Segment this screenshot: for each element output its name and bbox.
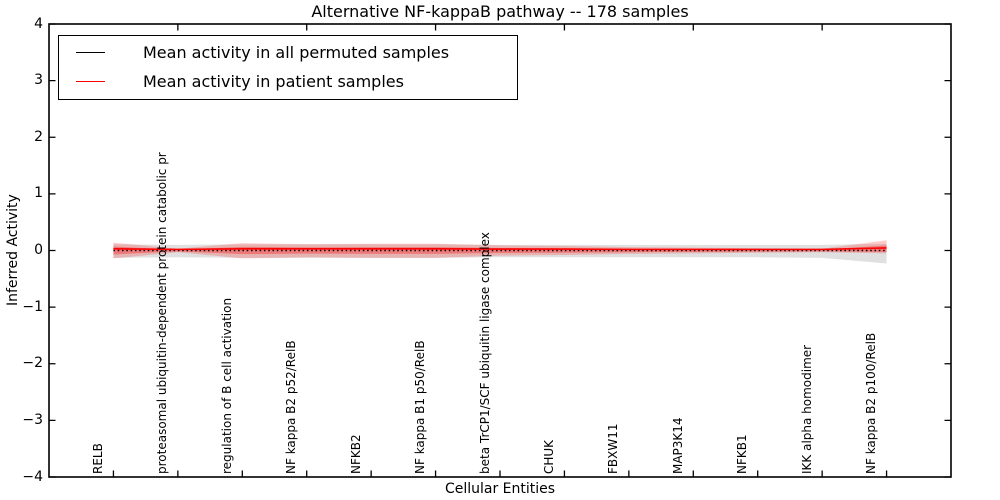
y-tick-label: 0	[34, 242, 43, 258]
x-tick-label: MAP3K14	[670, 417, 685, 474]
legend: Mean activity in all permuted samples Me…	[58, 35, 518, 100]
x-tick-label: regulation of B cell activation	[219, 297, 234, 474]
x-tick-label: FBXW11	[606, 423, 621, 475]
x-tick-label: RELB	[90, 443, 105, 474]
legend-label: Mean activity in all permuted samples	[143, 43, 450, 62]
x-tick-label: NF kappa B2 p100/RelB	[864, 332, 879, 474]
x-tick-label: CHUK	[541, 439, 556, 474]
x-tick-label: NF kappa B2 p52/RelB	[284, 340, 299, 474]
legend-entry-permuted: Mean activity in all permuted samples	[59, 38, 517, 67]
y-tick-label: −3	[22, 411, 43, 428]
chart-title: Alternative NF-kappaB pathway -- 178 sam…	[311, 2, 689, 21]
y-tick-label: −2	[22, 355, 43, 372]
x-tick-label: beta TrCP1/SCF ubiquitin ligase complex	[477, 232, 492, 474]
y-tick-label: −4	[22, 468, 43, 485]
x-tick-label: NFKB2	[348, 434, 363, 474]
plot-frame	[48, 23, 952, 478]
permuted-line-swatch	[76, 52, 105, 53]
y-tick-label: 2	[34, 128, 43, 145]
x-tick-label: NF kappa B1 p50/RelB	[413, 340, 428, 474]
y-tick-label: 1	[34, 185, 43, 202]
legend-label: Mean activity in patient samples	[143, 72, 404, 91]
x-axis-label: Cellular Entities	[444, 481, 556, 497]
patient-line-swatch	[76, 81, 105, 82]
x-tick-label: proteasomal ubiquitin-dependent protein …	[155, 152, 170, 474]
y-tick-label: 3	[34, 72, 43, 89]
y-tick-label: 4	[34, 15, 43, 32]
legend-entry-patient: Mean activity in patient samples	[59, 67, 517, 96]
y-tick-label: −1	[22, 298, 43, 315]
patient-mean-line	[113, 247, 887, 251]
confidence-band	[113, 245, 887, 255]
x-tick-label: IKK alpha homodimer	[799, 344, 814, 474]
x-tick-label: NFKB1	[735, 434, 750, 474]
